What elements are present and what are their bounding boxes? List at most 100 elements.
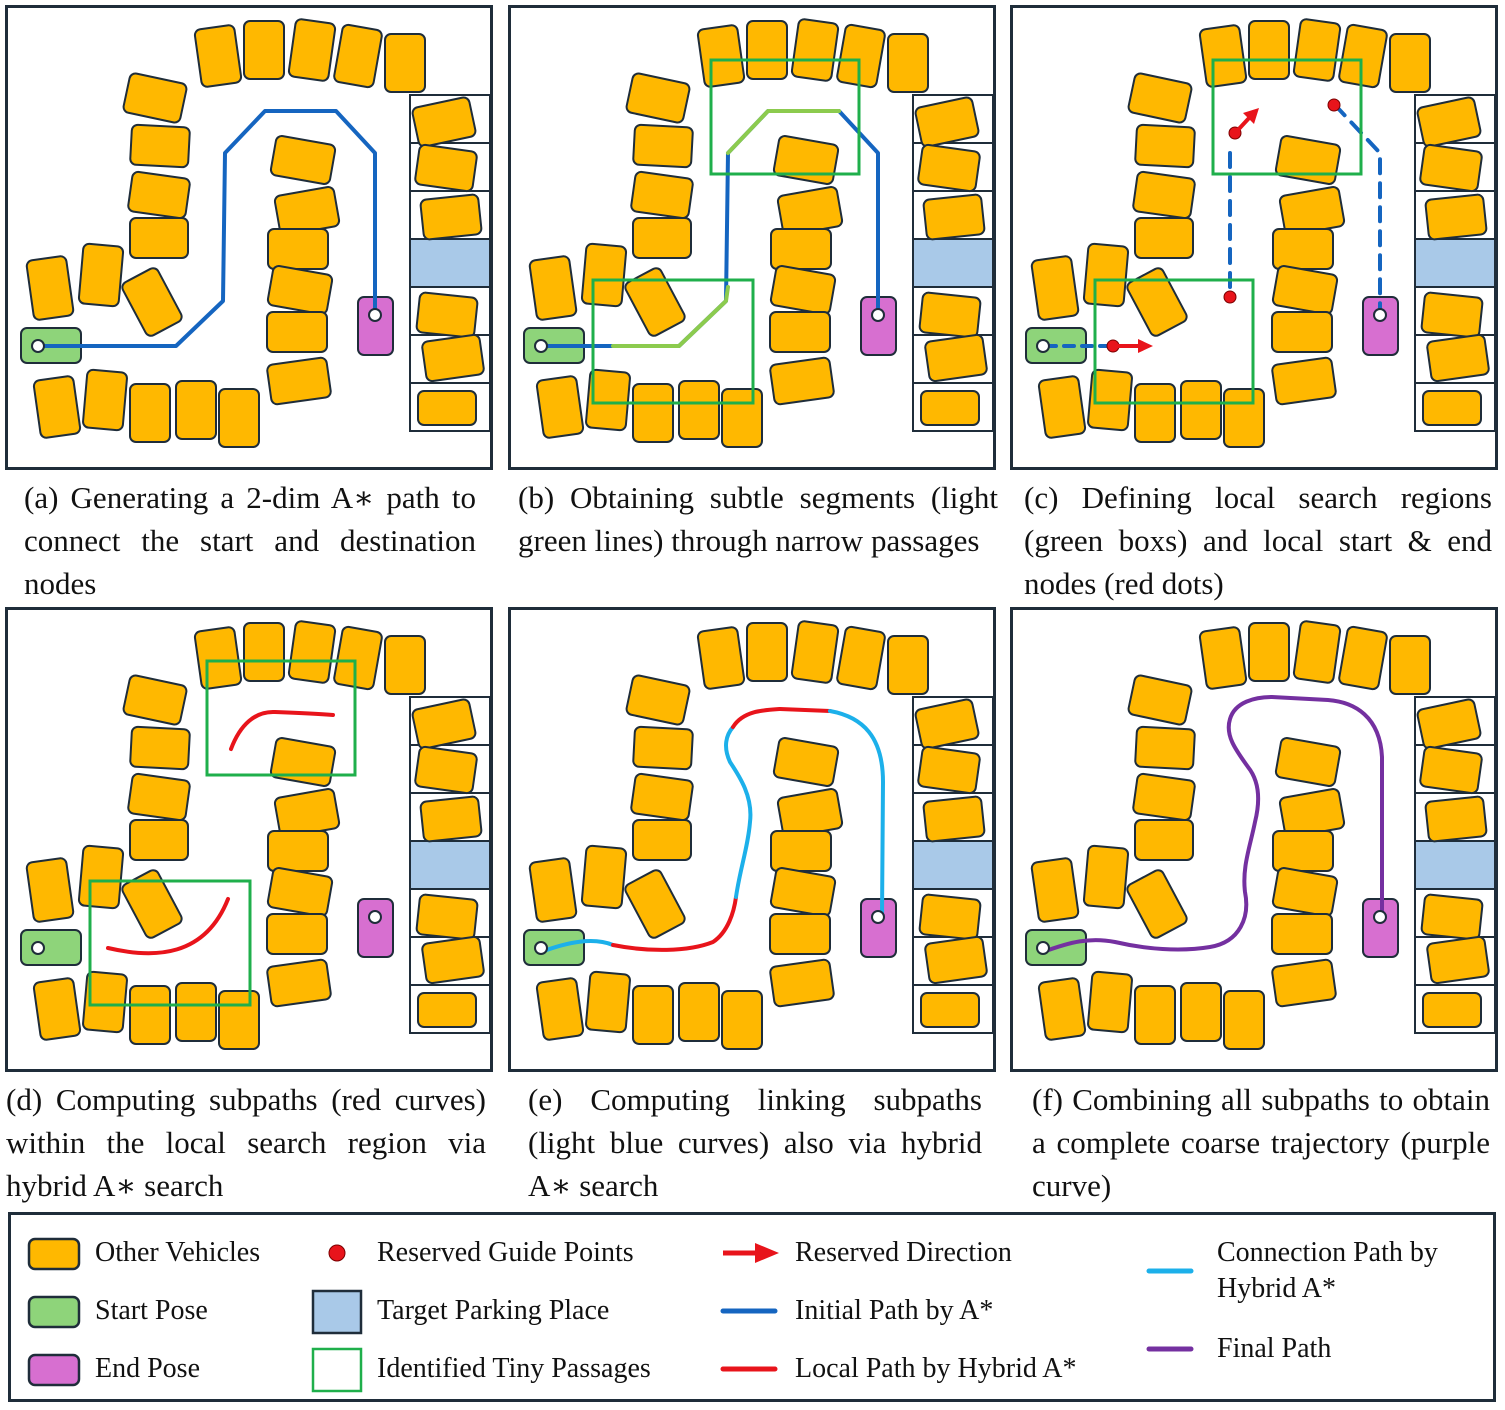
scene-f <box>1010 607 1498 1072</box>
vehicle <box>266 265 334 315</box>
vehicle <box>1030 255 1080 321</box>
vehicle <box>266 356 332 406</box>
panel-a <box>5 5 493 470</box>
vehicle <box>924 935 988 985</box>
caption-f: (f) Combining all subpaths to obtain a c… <box>1032 1082 1490 1203</box>
vehicle <box>696 24 746 88</box>
vehicle <box>625 72 691 124</box>
caption-c: (c) Defining local search regions (green… <box>1024 480 1492 601</box>
vehicle <box>1037 375 1087 439</box>
vehicle <box>1180 982 1222 1042</box>
parking-slot <box>912 382 994 432</box>
vehicle <box>1127 72 1193 124</box>
vehicle <box>129 819 189 861</box>
vehicle <box>1271 265 1339 315</box>
vehicle <box>1424 795 1488 843</box>
vehicle <box>918 291 982 339</box>
target-parking-place <box>913 239 993 287</box>
vehicle <box>129 383 171 443</box>
vehicle <box>218 388 260 448</box>
vehicle <box>1424 193 1488 241</box>
initial-path-dashed <box>1333 103 1382 315</box>
vehicle <box>632 217 692 259</box>
parking-slot <box>409 382 491 432</box>
legend-guide-point <box>328 1244 346 1262</box>
vehicle <box>535 977 585 1041</box>
vehicle <box>922 193 986 241</box>
vehicle <box>1248 622 1290 682</box>
vehicle <box>924 333 988 383</box>
vehicle <box>419 193 483 241</box>
legend-start-pose-label: Start Pose <box>95 1295 208 1326</box>
legend-other-vehicles-label: Other Vehicles <box>95 1237 261 1268</box>
vehicle <box>122 674 188 726</box>
vehicle <box>769 958 835 1008</box>
end-node <box>871 910 885 924</box>
panel-c <box>1010 5 1498 470</box>
vehicle <box>384 635 426 695</box>
vehicle <box>580 844 628 910</box>
passage-box <box>1093 278 1255 405</box>
vehicle <box>1419 745 1483 795</box>
end-node <box>871 308 885 322</box>
target-parking-place <box>410 239 490 287</box>
vehicle <box>1426 935 1490 985</box>
vehicle <box>1132 772 1196 822</box>
vehicle <box>243 20 285 80</box>
vehicle <box>129 123 191 169</box>
vehicle <box>887 635 929 695</box>
direction-arrow-head <box>1243 108 1259 124</box>
vehicle <box>266 958 332 1008</box>
direction-arrow-shaft <box>1235 115 1252 133</box>
target-parking-place <box>410 841 490 889</box>
vehicle <box>121 869 183 939</box>
caption-d: (d) Computing subpaths (red curves) with… <box>6 1082 486 1203</box>
vehicle <box>535 375 585 439</box>
vehicle <box>678 380 720 440</box>
vehicle <box>1030 857 1080 923</box>
legend-direction-arrow-head <box>755 1243 779 1263</box>
vehicle <box>414 143 478 193</box>
start-node <box>534 339 548 353</box>
start-node <box>1036 941 1050 955</box>
vehicle <box>1271 867 1339 917</box>
vehicle <box>678 982 720 1042</box>
vehicle <box>1389 635 1431 695</box>
vehicle <box>1198 626 1248 690</box>
vehicle <box>82 368 128 432</box>
vehicle <box>1198 24 1248 88</box>
vehicle <box>632 819 692 861</box>
start-node <box>534 941 548 955</box>
local-path <box>229 709 335 751</box>
subtle-segment <box>611 285 730 348</box>
end-pose <box>860 898 897 958</box>
vehicle <box>887 33 929 93</box>
caption-a: (a) Generating a 2-dim A∗ path to connec… <box>24 480 476 601</box>
vehicle <box>769 311 831 353</box>
vehicle <box>696 626 746 690</box>
vehicle <box>836 23 886 89</box>
vehicle <box>769 867 837 917</box>
legend-end-pose-label: End Pose <box>95 1353 200 1384</box>
passage-box <box>591 278 755 405</box>
end-node <box>1373 308 1387 322</box>
vehicle <box>267 830 329 872</box>
vehicle <box>1223 990 1265 1050</box>
vehicle <box>266 311 328 353</box>
vehicle <box>1420 893 1484 941</box>
vehicle <box>287 18 337 82</box>
vehicle <box>77 242 125 308</box>
vehicle <box>411 698 477 750</box>
vehicle <box>914 698 980 750</box>
scene-d <box>5 607 493 1072</box>
vehicle <box>1416 698 1482 750</box>
passage-box <box>709 58 861 176</box>
legend-guide-points-label: Reserved Guide Points <box>377 1237 634 1268</box>
vehicle <box>746 622 788 682</box>
vehicle <box>528 255 578 321</box>
legend-target-label: Target Parking Place <box>377 1295 610 1326</box>
vehicle <box>721 388 763 448</box>
vehicle <box>1134 985 1176 1045</box>
vehicle <box>585 970 631 1034</box>
target-parking-place <box>913 841 993 889</box>
